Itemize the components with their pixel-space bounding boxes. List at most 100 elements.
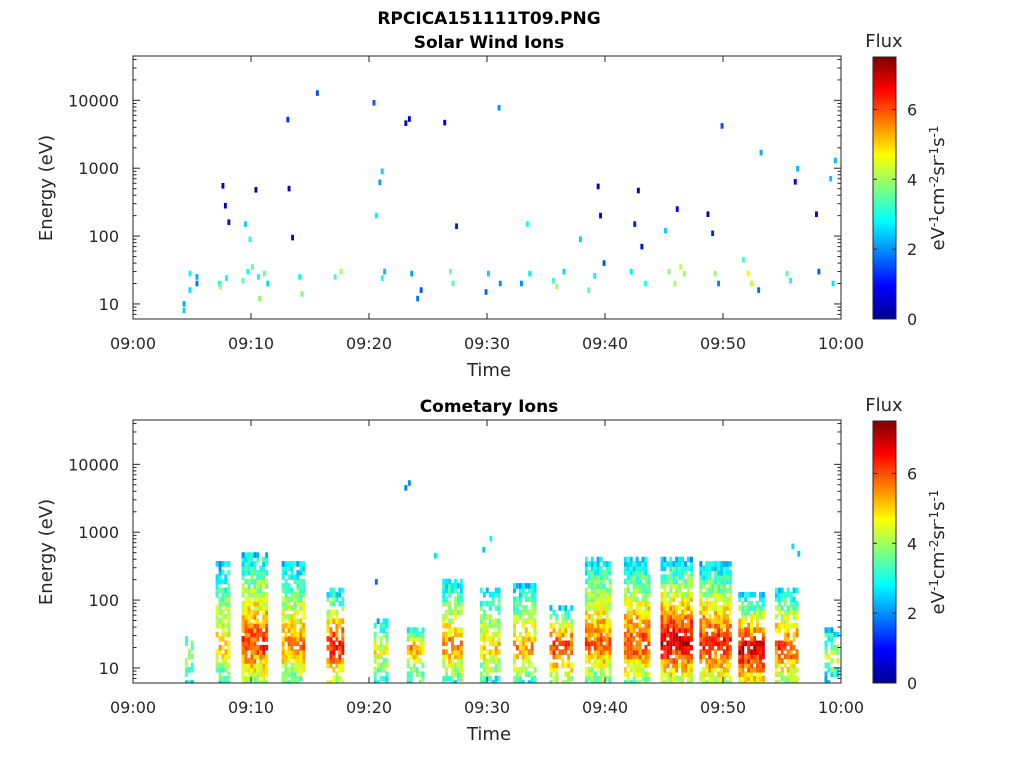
flux-cell bbox=[555, 618, 559, 624]
flux-cell bbox=[256, 556, 260, 563]
flux-cell bbox=[699, 622, 703, 629]
colorbar-tick-label: 6 bbox=[907, 100, 917, 119]
flux-cell bbox=[608, 653, 612, 660]
flux-cell bbox=[287, 653, 291, 660]
flux-cell bbox=[379, 675, 383, 682]
flux-cell bbox=[421, 640, 425, 647]
flux-cell bbox=[456, 644, 460, 651]
flux-cell bbox=[497, 605, 501, 611]
flux-cell bbox=[558, 627, 562, 633]
flux-cell bbox=[524, 627, 528, 633]
flux-cell bbox=[666, 614, 670, 620]
flux-cell bbox=[412, 640, 416, 647]
flux-cell bbox=[376, 653, 380, 660]
flux-cell bbox=[341, 600, 345, 607]
flux-cell bbox=[663, 680, 667, 683]
flux-cell bbox=[720, 569, 723, 576]
flux-cell bbox=[372, 100, 376, 106]
flux-cell bbox=[741, 658, 745, 664]
flux-cell bbox=[641, 662, 645, 669]
flux-cell bbox=[373, 653, 377, 660]
flux-cell bbox=[817, 268, 821, 275]
flux-cell bbox=[221, 592, 225, 598]
flux-cell bbox=[482, 622, 486, 629]
flux-cell bbox=[687, 627, 690, 633]
flux-cell bbox=[786, 618, 790, 624]
flux-cell bbox=[454, 600, 457, 607]
flux-cell bbox=[593, 649, 597, 655]
flux-cell bbox=[660, 631, 664, 638]
flux-cell bbox=[690, 675, 693, 682]
x-axis-label: Time bbox=[466, 724, 511, 745]
flux-cell bbox=[795, 653, 799, 660]
flux-cell bbox=[533, 667, 537, 673]
flux-cell bbox=[296, 561, 300, 567]
flux-cell bbox=[726, 565, 729, 572]
flux-cell bbox=[720, 675, 723, 682]
flux-cell bbox=[641, 675, 645, 682]
flux-cell bbox=[265, 667, 269, 673]
flux-cell bbox=[741, 653, 745, 660]
flux-cell bbox=[644, 680, 648, 683]
flux-cell bbox=[827, 653, 831, 660]
flux-cell bbox=[596, 583, 600, 589]
flux-cell bbox=[412, 644, 416, 651]
flux-cell bbox=[287, 605, 291, 611]
flux-cell bbox=[302, 600, 306, 607]
flux-cell bbox=[224, 658, 228, 664]
flux-cell bbox=[726, 658, 729, 664]
flux-cell bbox=[780, 596, 784, 602]
flux-cell bbox=[663, 627, 667, 633]
flux-cell bbox=[256, 605, 260, 611]
flux-cell bbox=[663, 667, 667, 673]
flux-cell bbox=[448, 618, 451, 624]
flux-cell bbox=[530, 587, 534, 594]
flux-cell bbox=[756, 680, 759, 683]
flux-cell bbox=[678, 587, 682, 594]
flux-cell bbox=[714, 631, 717, 638]
flux-cell bbox=[382, 622, 386, 629]
x-tick-label: 09:50 bbox=[700, 334, 746, 353]
flux-cell bbox=[482, 592, 486, 598]
flux-cell bbox=[687, 636, 690, 642]
flux-cell bbox=[451, 618, 454, 624]
flux-cell bbox=[379, 649, 383, 655]
flux-cell bbox=[629, 561, 633, 567]
flux-cell bbox=[632, 583, 636, 589]
flux-cell bbox=[711, 230, 715, 237]
flux-cell bbox=[488, 636, 492, 642]
flux-cell bbox=[253, 592, 257, 598]
flux-cell bbox=[256, 631, 260, 638]
flux-cell bbox=[373, 671, 377, 677]
flux-cell bbox=[227, 622, 231, 629]
flux-cell bbox=[456, 631, 460, 638]
flux-cell bbox=[385, 649, 389, 655]
flux-cell bbox=[638, 574, 642, 580]
flux-cell bbox=[590, 622, 594, 629]
flux-cell bbox=[681, 614, 684, 620]
flux-cell bbox=[442, 662, 446, 669]
flux-cell bbox=[792, 614, 796, 620]
flux-cell bbox=[741, 662, 745, 669]
flux-cell bbox=[717, 592, 720, 598]
flux-cell bbox=[533, 627, 537, 633]
flux-cell bbox=[488, 592, 492, 598]
flux-cell bbox=[445, 649, 448, 655]
colorbar-tick-label: 0 bbox=[907, 310, 917, 329]
flux-cell bbox=[246, 268, 250, 275]
flux-cell bbox=[215, 605, 219, 611]
flux-cell bbox=[445, 636, 448, 642]
flux-cell bbox=[409, 627, 413, 633]
flux-cell bbox=[599, 640, 603, 647]
flux-cell bbox=[747, 671, 751, 677]
flux-cell bbox=[221, 644, 225, 651]
flux-cell bbox=[717, 627, 720, 633]
flux-cell bbox=[741, 600, 745, 607]
flux-cell bbox=[482, 653, 486, 660]
flux-cell bbox=[293, 658, 297, 664]
flux-cell bbox=[644, 596, 648, 602]
flux-cell bbox=[284, 565, 288, 572]
flux-cell bbox=[451, 636, 454, 642]
flux-cell bbox=[675, 587, 679, 594]
flux-cell bbox=[561, 627, 565, 633]
